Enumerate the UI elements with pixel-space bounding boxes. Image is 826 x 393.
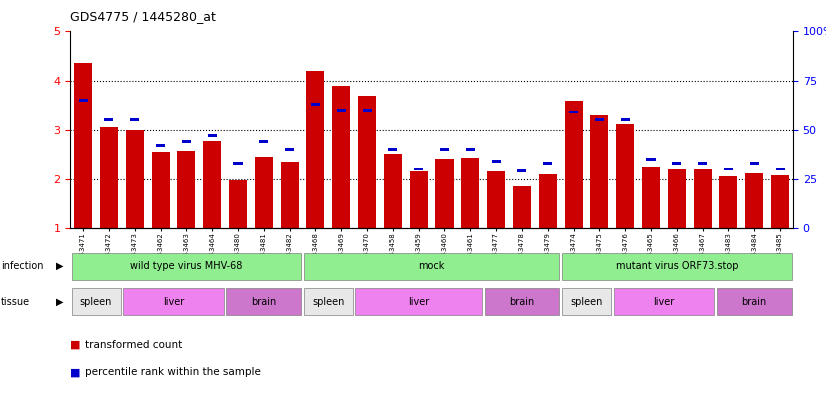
Bar [254, 157, 273, 228]
Bar [517, 169, 526, 173]
Text: ■: ■ [70, 367, 81, 377]
Bar [388, 148, 397, 151]
Text: wild type virus MHV-68: wild type virus MHV-68 [131, 261, 243, 271]
Bar [461, 158, 479, 228]
Bar [647, 158, 656, 161]
Bar [591, 115, 609, 228]
Bar [126, 130, 144, 228]
Bar [234, 162, 243, 165]
Bar [156, 144, 165, 147]
Bar [363, 108, 372, 112]
Bar [131, 118, 140, 121]
Bar [311, 103, 320, 106]
Text: mutant virus ORF73.stop: mutant virus ORF73.stop [615, 261, 738, 271]
Text: ▶: ▶ [56, 297, 64, 307]
Text: spleen: spleen [80, 297, 112, 307]
Bar [745, 173, 763, 228]
Bar [698, 162, 707, 165]
Bar [642, 167, 660, 228]
Bar [203, 141, 221, 228]
Bar [182, 140, 191, 143]
Bar [259, 140, 268, 143]
Bar [72, 253, 301, 279]
Text: transformed count: transformed count [85, 340, 183, 350]
Bar [672, 162, 681, 165]
Bar [776, 167, 785, 171]
Text: brain: brain [742, 297, 767, 307]
Bar [544, 162, 553, 165]
Bar [485, 288, 559, 315]
Bar [466, 148, 475, 151]
Bar [410, 171, 428, 228]
Bar [614, 288, 714, 315]
Text: spleen: spleen [570, 297, 603, 307]
Bar [724, 167, 733, 171]
Bar [207, 134, 216, 137]
Bar [717, 288, 791, 315]
Bar [569, 110, 578, 114]
Text: liver: liver [163, 297, 184, 307]
Bar [358, 96, 376, 228]
Bar [123, 288, 224, 315]
Text: mock: mock [419, 261, 444, 271]
Bar [74, 63, 93, 228]
Text: infection: infection [1, 261, 43, 271]
Bar [384, 154, 402, 228]
Bar [564, 101, 582, 228]
Bar [513, 186, 531, 228]
Bar [719, 176, 738, 228]
Bar [491, 160, 501, 163]
Bar [487, 171, 506, 228]
Text: brain: brain [510, 297, 534, 307]
Text: GDS4775 / 1445280_at: GDS4775 / 1445280_at [70, 10, 216, 23]
Text: tissue: tissue [1, 297, 30, 307]
Bar [332, 86, 350, 228]
Bar [539, 174, 557, 228]
Bar [304, 288, 353, 315]
Bar [435, 159, 453, 228]
Bar [306, 71, 325, 228]
Bar [100, 127, 118, 228]
Bar [414, 167, 423, 171]
Bar [285, 148, 294, 151]
Bar [281, 162, 299, 228]
Bar [78, 99, 88, 102]
Bar [694, 169, 712, 228]
Text: ■: ■ [70, 340, 81, 350]
Bar [750, 162, 759, 165]
Bar [337, 108, 346, 112]
Text: spleen: spleen [312, 297, 344, 307]
Bar [562, 253, 791, 279]
Bar [562, 288, 611, 315]
Text: ▶: ▶ [56, 261, 64, 271]
Bar [151, 152, 169, 228]
Bar [104, 118, 113, 121]
Bar [667, 169, 686, 228]
Bar [229, 180, 247, 228]
Text: brain: brain [251, 297, 277, 307]
Bar [355, 288, 482, 315]
Bar [595, 118, 604, 121]
Text: liver: liver [408, 297, 430, 307]
Bar [226, 288, 301, 315]
Bar [178, 151, 196, 228]
Bar [771, 175, 789, 228]
Bar [304, 253, 559, 279]
Bar [72, 288, 121, 315]
Bar [616, 124, 634, 228]
Text: percentile rank within the sample: percentile rank within the sample [85, 367, 261, 377]
Bar [620, 118, 629, 121]
Bar [440, 148, 449, 151]
Text: liver: liver [653, 297, 675, 307]
